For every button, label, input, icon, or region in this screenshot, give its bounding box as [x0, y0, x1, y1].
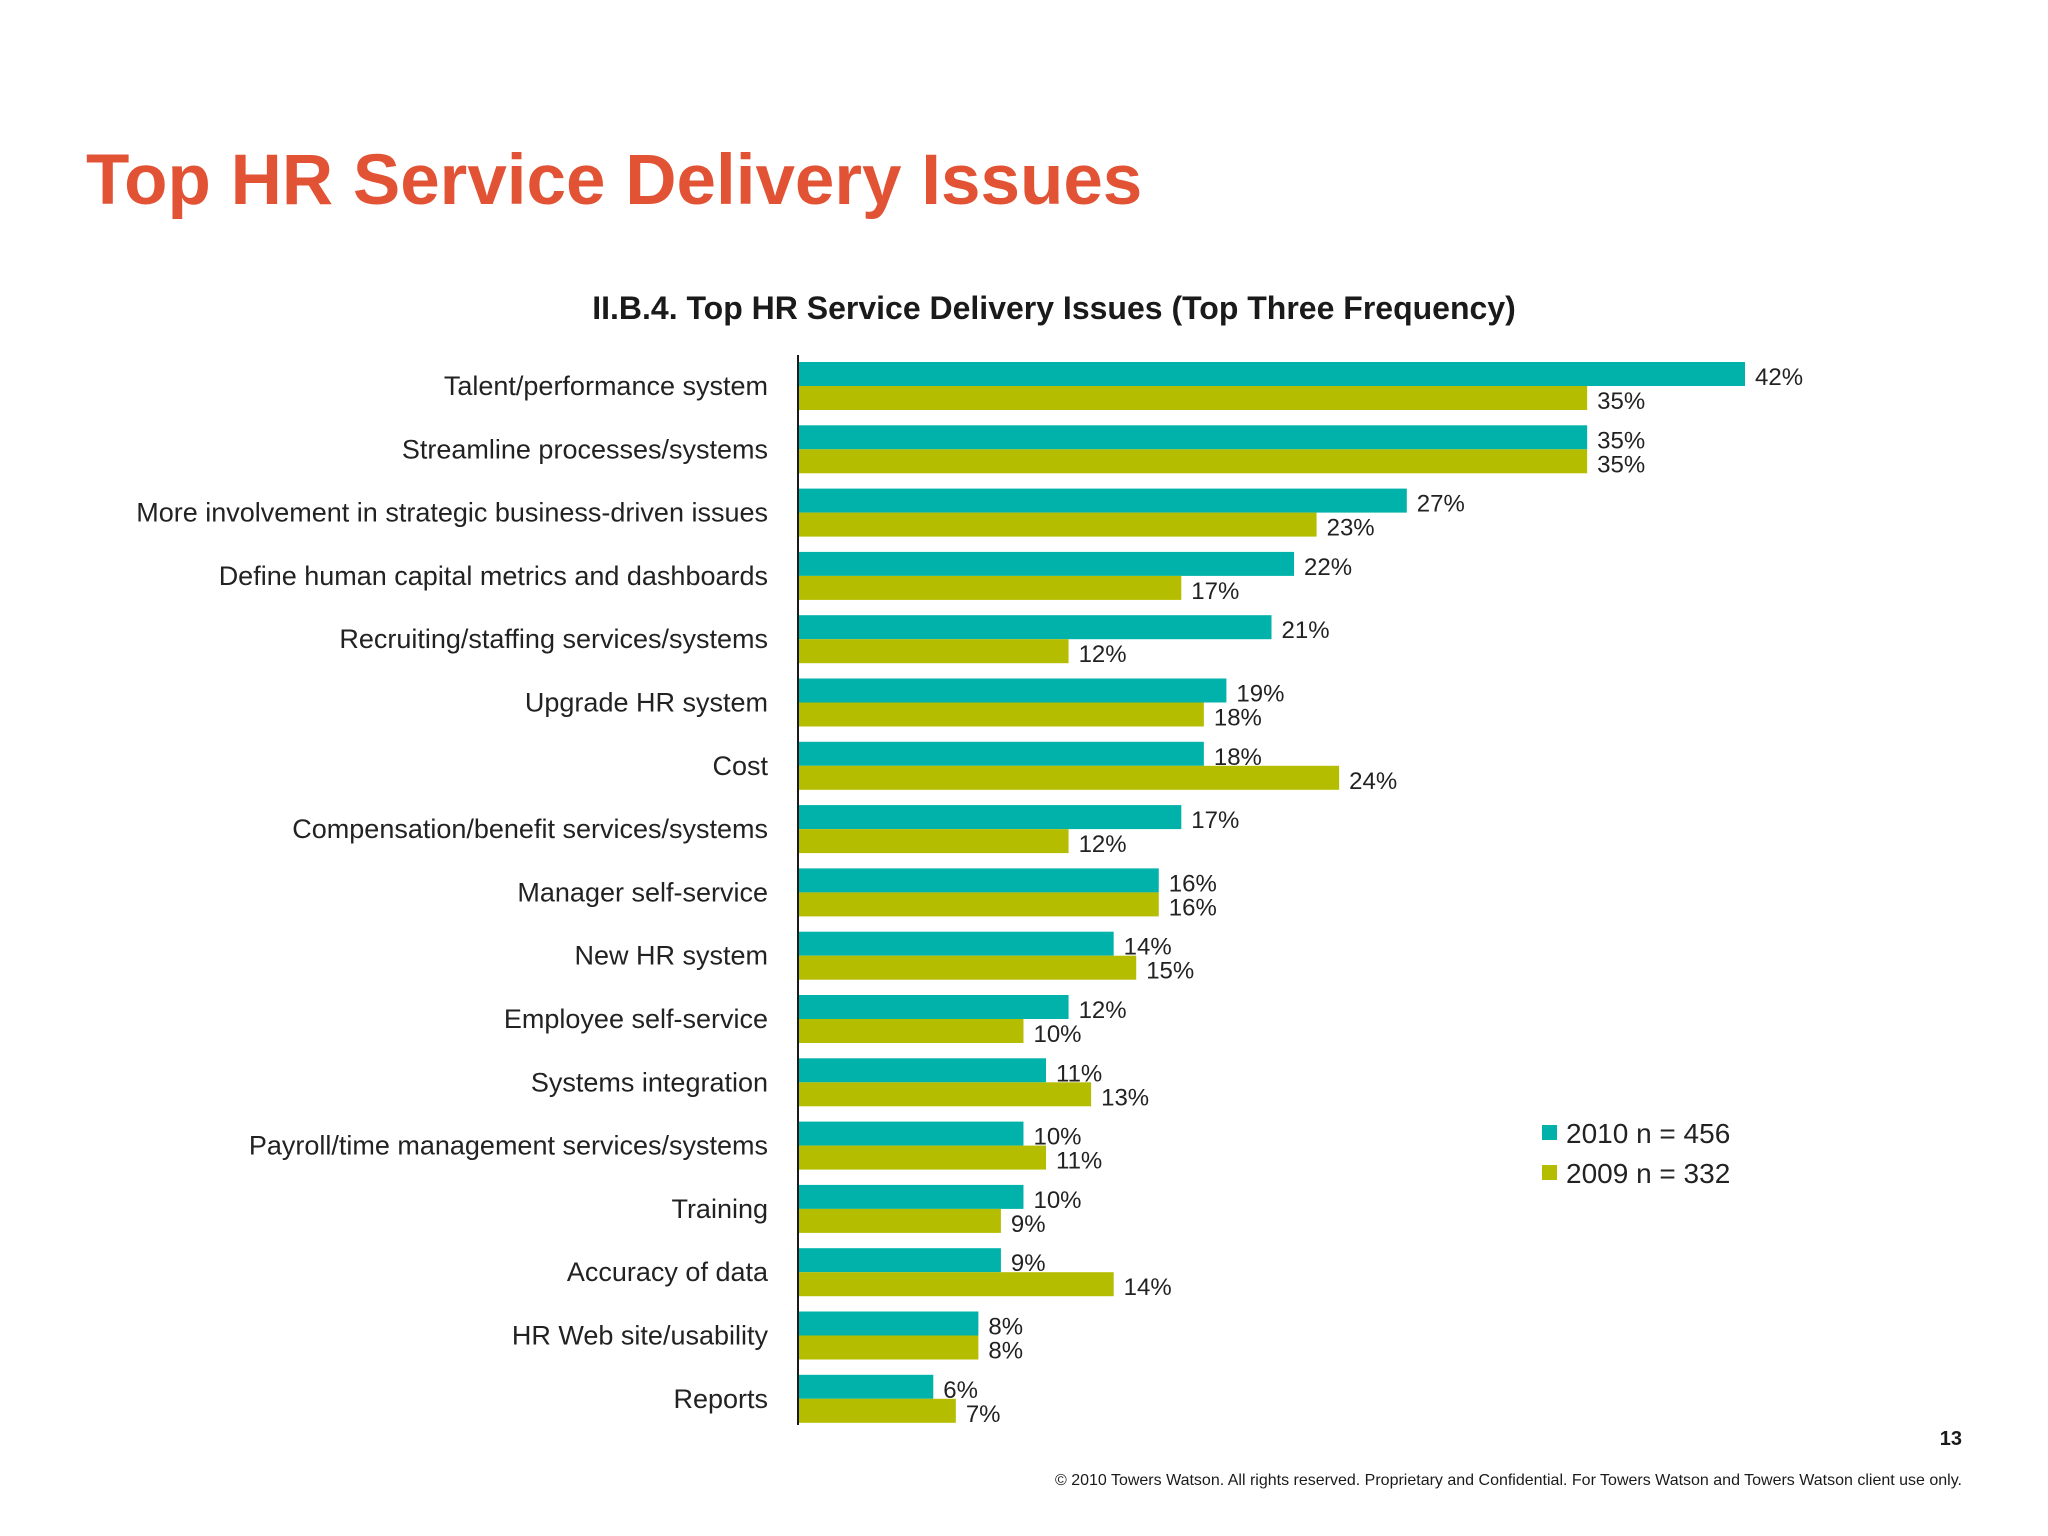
category-label: Define human capital metrics and dashboa…	[219, 561, 768, 591]
bar-2010	[798, 1374, 934, 1399]
bar-2010	[798, 488, 1407, 513]
bar-2009	[798, 1272, 1114, 1297]
data-label: 21%	[1282, 617, 1330, 644]
copyright-notice: © 2010 Towers Watson. All rights reserve…	[1054, 1472, 1962, 1489]
slide-title: Top HR Service Delivery Issues	[86, 141, 1143, 220]
bar-2009	[798, 765, 1340, 790]
bar-2009	[798, 512, 1317, 537]
data-label: 22%	[1304, 554, 1352, 581]
bar-2010	[798, 1058, 1047, 1083]
category-label: Accuracy of data	[567, 1257, 769, 1287]
data-label: 24%	[1349, 768, 1397, 795]
category-label: Manager self-service	[517, 877, 768, 907]
data-label: 17%	[1191, 578, 1239, 605]
category-label: Recruiting/staffing services/systems	[339, 624, 768, 654]
data-label: 10%	[1033, 1187, 1081, 1214]
category-label: Employee self-service	[504, 1004, 768, 1034]
bar-2009	[798, 702, 1204, 727]
legend: 2010 n = 456 2009 n = 332	[1542, 1118, 1730, 1189]
data-label: 16%	[1169, 870, 1217, 897]
bar-2009	[798, 1082, 1092, 1107]
bar-2009	[798, 1145, 1047, 1170]
bar-2010	[798, 868, 1159, 893]
bar-2010	[798, 1311, 979, 1336]
bar-2010	[798, 931, 1114, 956]
data-label: 35%	[1597, 427, 1645, 454]
data-label: 17%	[1191, 807, 1239, 834]
bar-2010	[798, 615, 1272, 640]
category-label: Training	[671, 1194, 768, 1224]
data-label: 15%	[1146, 958, 1194, 985]
data-label: 10%	[1033, 1021, 1081, 1048]
bar-2010	[798, 362, 1745, 386]
data-label: 35%	[1597, 388, 1645, 415]
bar-2009	[798, 1208, 1001, 1233]
bar-2009	[798, 892, 1159, 917]
legend-label: 2009 n = 332	[1566, 1158, 1730, 1189]
bar-2009	[798, 449, 1588, 474]
legend-label: 2010 n = 456	[1566, 1118, 1730, 1149]
category-label: Streamline processes/systems	[402, 434, 768, 464]
bar-2010	[798, 995, 1069, 1019]
data-label: 13%	[1101, 1084, 1149, 1111]
legend-swatch	[1542, 1165, 1557, 1180]
data-label: 42%	[1755, 364, 1803, 391]
page-number: 13	[1939, 1428, 1962, 1450]
data-label: 23%	[1327, 515, 1375, 542]
data-label: 11%	[1056, 1148, 1102, 1175]
bar-2010	[798, 805, 1182, 830]
data-label: 19%	[1236, 681, 1284, 708]
bar-2009	[798, 386, 1588, 410]
bar-2009	[798, 1335, 979, 1360]
bar-2009	[798, 639, 1069, 664]
data-label: 12%	[1079, 997, 1127, 1024]
data-label: 7%	[966, 1401, 1001, 1428]
legend-swatch	[1542, 1125, 1557, 1140]
bar-2009	[798, 575, 1182, 600]
bar-2009	[798, 955, 1137, 980]
category-label: Compensation/benefit services/systems	[292, 814, 768, 844]
data-label: 9%	[1011, 1211, 1046, 1238]
data-label: 8%	[988, 1338, 1023, 1365]
data-label: 27%	[1417, 491, 1465, 518]
category-label: Reports	[673, 1384, 768, 1414]
data-label: 12%	[1079, 831, 1127, 858]
data-label: 35%	[1597, 451, 1645, 478]
bars-layer: Talent/performance system 42% 35% Streamlin…	[136, 362, 1803, 1428]
category-label: Cost	[712, 751, 768, 781]
bar-2010	[798, 1248, 1001, 1273]
category-label: Talent/performance system	[444, 371, 768, 401]
category-label: New HR system	[574, 941, 768, 971]
data-label: 18%	[1214, 705, 1262, 732]
category-label: HR Web site/usability	[512, 1321, 769, 1351]
category-label: Upgrade HR system	[525, 688, 768, 718]
bar-2010	[798, 551, 1295, 576]
data-label: 12%	[1079, 641, 1127, 668]
data-label: 8%	[988, 1314, 1023, 1341]
bar-2009	[798, 1398, 956, 1423]
bar-2009	[798, 829, 1069, 854]
bar-2010	[798, 678, 1227, 703]
category-label: Payroll/time management services/systems	[249, 1131, 768, 1161]
bar-2010	[798, 1121, 1024, 1146]
bar-2010	[798, 741, 1204, 766]
category-label: Systems integration	[531, 1067, 768, 1097]
chart-title: II.B.4. Top HR Service Delivery Issues (…	[592, 290, 1516, 326]
bar-2009	[798, 1019, 1024, 1043]
data-label: 16%	[1169, 894, 1217, 921]
data-label: 14%	[1124, 1274, 1172, 1301]
category-label: More involvement in strategic business-d…	[136, 498, 768, 528]
bar-2010	[798, 1184, 1024, 1209]
bar-2010	[798, 425, 1588, 450]
